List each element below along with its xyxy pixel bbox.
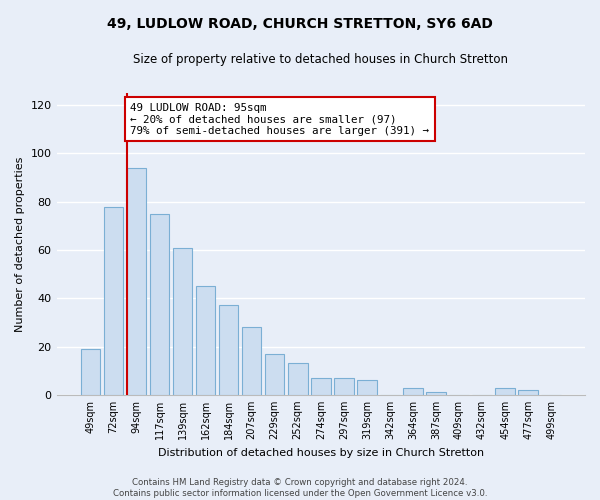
Bar [288,364,308,395]
Bar [311,378,331,395]
Bar [403,388,423,395]
Bar [265,354,284,395]
Bar [149,214,169,395]
Bar [80,349,100,395]
Bar [496,388,515,395]
Bar [173,248,193,395]
Bar [426,392,446,395]
Bar [334,378,353,395]
Y-axis label: Number of detached properties: Number of detached properties [15,156,25,332]
Text: Contains HM Land Registry data © Crown copyright and database right 2024.
Contai: Contains HM Land Registry data © Crown c… [113,478,487,498]
Bar [196,286,215,395]
Bar [242,327,262,395]
Text: 49 LUDLOW ROAD: 95sqm
← 20% of detached houses are smaller (97)
79% of semi-deta: 49 LUDLOW ROAD: 95sqm ← 20% of detached … [130,102,429,136]
Bar [219,306,238,395]
Title: Size of property relative to detached houses in Church Stretton: Size of property relative to detached ho… [133,52,508,66]
Bar [127,168,146,395]
Bar [518,390,538,395]
X-axis label: Distribution of detached houses by size in Church Stretton: Distribution of detached houses by size … [158,448,484,458]
Bar [357,380,377,395]
Text: 49, LUDLOW ROAD, CHURCH STRETTON, SY6 6AD: 49, LUDLOW ROAD, CHURCH STRETTON, SY6 6A… [107,18,493,32]
Bar [104,206,123,395]
